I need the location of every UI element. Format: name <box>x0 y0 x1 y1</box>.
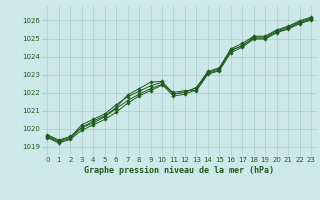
X-axis label: Graphe pression niveau de la mer (hPa): Graphe pression niveau de la mer (hPa) <box>84 166 274 175</box>
